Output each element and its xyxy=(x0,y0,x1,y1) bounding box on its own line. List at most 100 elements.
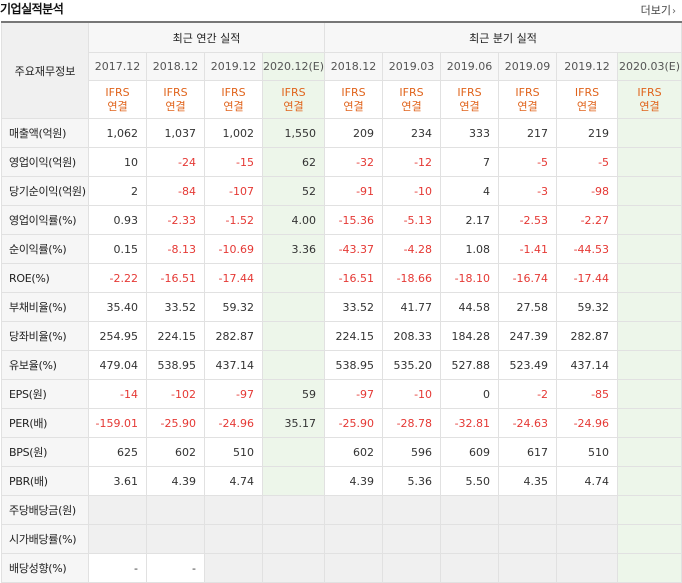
table-cell: 5.50 xyxy=(440,466,500,496)
table-cell xyxy=(88,524,147,554)
table-cell xyxy=(261,263,326,293)
table-cell xyxy=(617,379,682,409)
more-label[interactable]: 더보기 xyxy=(640,4,671,17)
quarterly-group-header: 최근 분기 실적 xyxy=(324,21,682,53)
table-cell: 59 xyxy=(261,379,326,409)
table-row: 영업이익(억원) 10 -24 -15 62 -32 -12 7 -5 -5 xyxy=(1,147,682,177)
consolidation-label: 연결 xyxy=(223,99,244,113)
table-cell: 4.00 xyxy=(261,205,326,235)
table-cell: -159.01 xyxy=(88,408,147,438)
row-label: 주당배당금(원) xyxy=(1,495,89,525)
table-cell xyxy=(440,553,500,583)
table-cell: - xyxy=(146,553,205,583)
table-cell: 217 xyxy=(498,118,558,148)
table-cell: -18.10 xyxy=(440,263,500,293)
table-cell xyxy=(498,495,558,525)
table-cell xyxy=(261,553,326,583)
row-label: 당좌비율(%) xyxy=(1,321,89,351)
table-cell: 59.32 xyxy=(204,292,263,322)
row-label: 매출액(억원) xyxy=(1,118,89,148)
table-row: PER(배) -159.01 -25.90 -24.96 35.17 -25.90 -28.… xyxy=(1,408,682,438)
table-cell: 437.14 xyxy=(204,350,263,380)
table-cell xyxy=(556,553,619,583)
table-cell xyxy=(261,321,326,351)
table-cell: 282.87 xyxy=(204,321,263,351)
table-cell: -5 xyxy=(498,147,558,177)
table-cell xyxy=(617,524,682,554)
accounting-standard-header: IFRS 연결 xyxy=(261,80,326,119)
table-cell: 609 xyxy=(440,437,500,467)
consolidation-label: 연결 xyxy=(343,99,364,113)
table-row: 유보율(%) 479.04 538.95 437.14 538.95 535.20 527.… xyxy=(1,350,682,380)
table-cell: 62 xyxy=(261,147,326,177)
period-header: 2019.12 xyxy=(556,52,619,81)
table-cell: -2.33 xyxy=(146,205,205,235)
table-cell xyxy=(88,495,147,525)
row-label: PBR(배) xyxy=(1,466,89,496)
accounting-standard-label: IFRS xyxy=(105,85,130,99)
table-cell: -10.69 xyxy=(204,234,263,264)
row-label: ROE(%) xyxy=(1,263,89,293)
accounting-standard-header: IFRS 연결 xyxy=(556,80,619,119)
table-cell: 35.40 xyxy=(88,292,147,322)
table-cell: -4.28 xyxy=(382,234,442,264)
table-cell: 4.35 xyxy=(498,466,558,496)
table-cell: 5.36 xyxy=(382,466,442,496)
table-cell: 2.17 xyxy=(440,205,500,235)
table-cell: 35.17 xyxy=(261,408,326,438)
consolidation-label: 연결 xyxy=(165,99,186,113)
accounting-standard-label: IFRS xyxy=(637,85,662,99)
period-header: 2019.06 xyxy=(440,52,500,81)
table-cell xyxy=(261,466,326,496)
accounting-standard-label: IFRS xyxy=(457,85,482,99)
accounting-standard-label: IFRS xyxy=(515,85,540,99)
consolidation-label: 연결 xyxy=(639,99,660,113)
table-cell: 33.52 xyxy=(324,292,384,322)
table-cell: -2.22 xyxy=(88,263,147,293)
table-cell xyxy=(617,263,682,293)
table-cell xyxy=(261,524,326,554)
table-cell: -2.53 xyxy=(498,205,558,235)
table-cell xyxy=(324,524,384,554)
table-cell: 437.14 xyxy=(556,350,619,380)
table-cell: 617 xyxy=(498,437,558,467)
table-cell: -16.51 xyxy=(146,263,205,293)
table-cell xyxy=(556,495,619,525)
row-label: 영업이익률(%) xyxy=(1,205,89,235)
table-cell xyxy=(498,524,558,554)
table-cell: 44.58 xyxy=(440,292,500,322)
table-cell: 538.95 xyxy=(324,350,384,380)
table-cell xyxy=(382,495,442,525)
table-cell: -14 xyxy=(88,379,147,409)
accounting-standard-header: IFRS 연결 xyxy=(204,80,263,119)
table-cell xyxy=(617,234,682,264)
more-link[interactable]: 더보기› xyxy=(641,4,676,19)
table-cell xyxy=(146,495,205,525)
table-cell: -98 xyxy=(556,176,619,206)
table-cell: 1,037 xyxy=(146,118,205,148)
table-cell: 523.49 xyxy=(498,350,558,380)
section-title: 기업실적분석 xyxy=(0,2,64,16)
table-cell: 625 xyxy=(88,437,147,467)
table-row: 순이익률(%) 0.15 -8.13 -10.69 3.36 -43.37 -4.28 1.0… xyxy=(1,234,682,264)
table-cell xyxy=(382,553,442,583)
table-cell: 33.52 xyxy=(146,292,205,322)
table-cell: -3 xyxy=(498,176,558,206)
row-label: 배당성향(%) xyxy=(1,553,89,583)
table-row: 매출액(억원) 1,062 1,037 1,002 1,550 209 234 333 217 2… xyxy=(1,118,682,148)
accounting-standard-header: IFRS 연결 xyxy=(324,80,384,119)
table-cell: -10 xyxy=(382,379,442,409)
row-label: 당기순이익(억원) xyxy=(1,176,89,206)
accounting-standard-label: IFRS xyxy=(221,85,246,99)
accounting-standard-label: IFRS xyxy=(281,85,306,99)
table-cell: 510 xyxy=(556,437,619,467)
period-header: 2018.12 xyxy=(324,52,384,81)
table-cell: 1,062 xyxy=(88,118,147,148)
table-cell: 3.36 xyxy=(261,234,326,264)
accounting-standard-header: IFRS 연결 xyxy=(440,80,500,119)
accounting-standard-header: IFRS 연결 xyxy=(498,80,558,119)
table-cell xyxy=(382,524,442,554)
table-cell: -85 xyxy=(556,379,619,409)
table-cell: -2.27 xyxy=(556,205,619,235)
table-cell: 535.20 xyxy=(382,350,442,380)
